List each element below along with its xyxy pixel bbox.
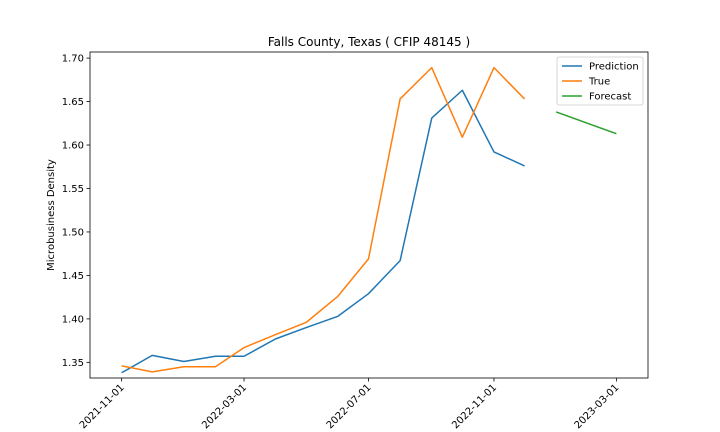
series-line-true — [121, 66, 526, 373]
y-axis-label: Microbusiness Density — [46, 159, 57, 271]
y-tick-label: 1.45 — [62, 271, 84, 282]
legend-label-prediction: Prediction — [589, 62, 639, 73]
series-layer — [121, 66, 617, 374]
series-line-forecast — [555, 111, 617, 135]
x-tick-label: 2022-07-01 — [325, 382, 374, 431]
plot-frame — [89, 51, 649, 379]
y-tick-label: 1.65 — [62, 97, 84, 108]
y-tick-label: 1.50 — [62, 227, 84, 238]
y-tick-label: 1.35 — [62, 358, 84, 369]
x-tick-label: 2021-11-01 — [78, 382, 127, 431]
x-tick-label: 2022-11-01 — [450, 382, 499, 431]
y-tick-label: 1.55 — [62, 184, 84, 195]
axes: 2021-11-01 2022-03-01 2022-07-01 2022-11-01… — [62, 54, 622, 432]
legend-label-forecast: Forecast — [589, 92, 631, 103]
y-tick-label: 1.70 — [62, 54, 84, 65]
series-line-prediction — [121, 89, 525, 374]
chart-title: Falls County, Texas ( CFIP 48145 ) — [268, 35, 470, 49]
x-tick-label: 2022-03-01 — [200, 382, 249, 431]
legend: Prediction True Forecast — [556, 56, 644, 106]
legend-box — [556, 56, 644, 106]
y-tick-label: 1.60 — [62, 141, 84, 152]
x-tick-label: 2023-03-01 — [573, 382, 622, 431]
y-tick-label: 1.40 — [62, 314, 84, 325]
legend-label-true: True — [588, 77, 610, 88]
